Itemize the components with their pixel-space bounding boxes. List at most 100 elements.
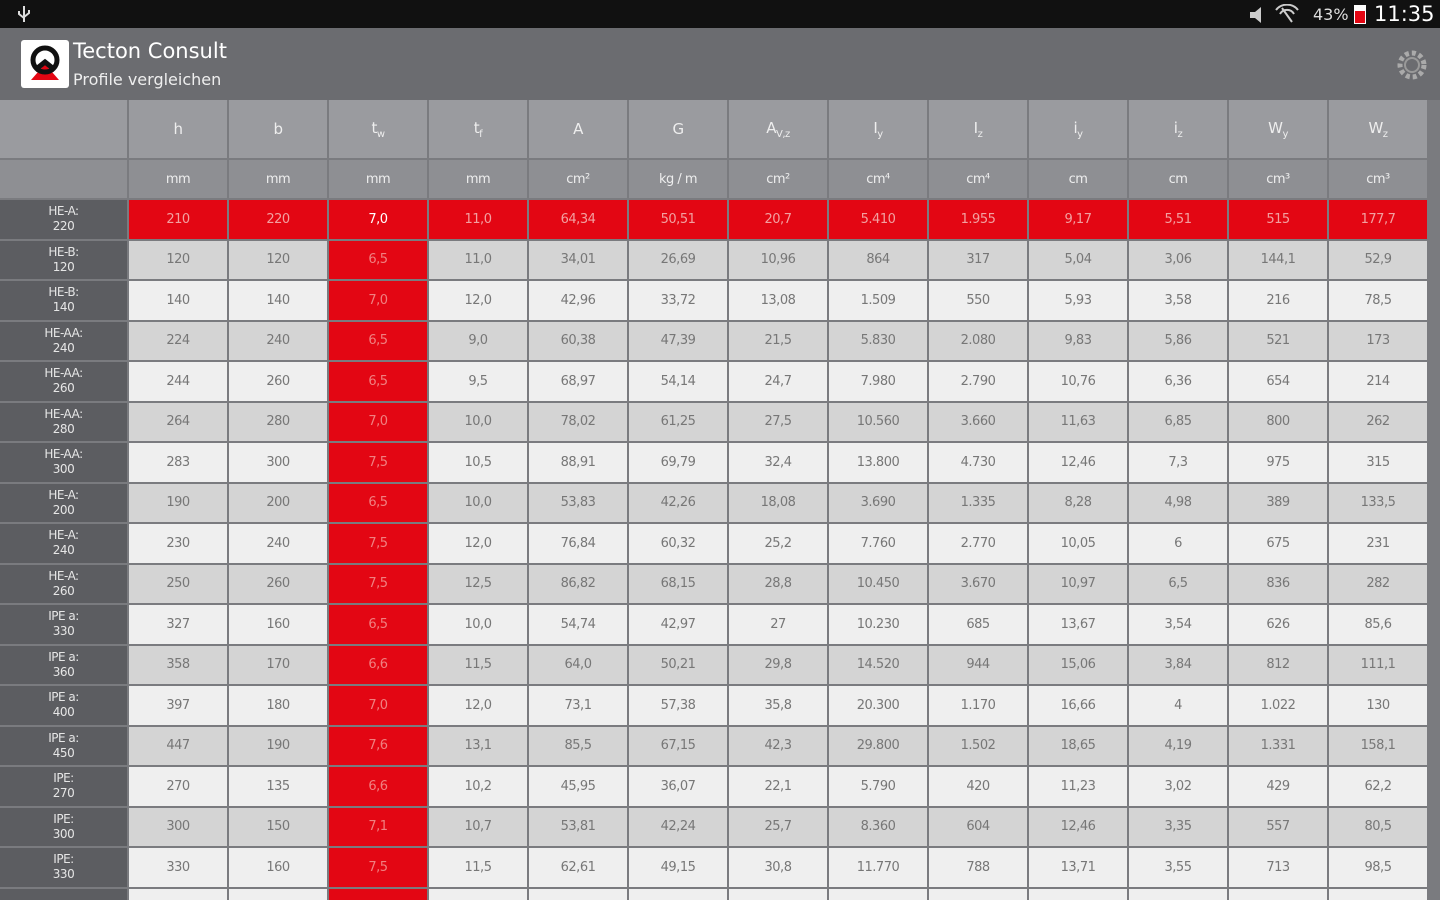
data-cell: 60,32 bbox=[629, 524, 727, 563]
data-cell: 6,5 bbox=[329, 321, 427, 360]
profile-name: IPE a: bbox=[48, 690, 79, 705]
data-cell: 36,07 bbox=[629, 767, 727, 806]
profile-name: IPE: bbox=[53, 811, 74, 826]
profile-name: IPE a: bbox=[48, 649, 79, 664]
data-cell: 220 bbox=[229, 200, 327, 239]
cell-value: 5.410 bbox=[860, 211, 896, 227]
data-cell: 429 bbox=[1229, 767, 1327, 806]
cell-value: 6,5 bbox=[368, 333, 388, 349]
cell-value: 62,2 bbox=[1364, 778, 1392, 794]
cell-value: 3,84 bbox=[1164, 657, 1192, 673]
data-cell: 53,81 bbox=[529, 807, 627, 846]
cell-value: 864 bbox=[866, 252, 890, 268]
cell-value: 13,1 bbox=[464, 738, 492, 754]
cell-value: 10,76 bbox=[1060, 373, 1096, 389]
data-cell: 282 bbox=[1329, 564, 1427, 603]
settings-button[interactable] bbox=[1394, 47, 1430, 83]
data-cell: 5,93 bbox=[1029, 281, 1127, 320]
cell-value: 6,5 bbox=[368, 616, 388, 632]
data-cell: 5,51 bbox=[1129, 200, 1227, 239]
profile-name: HE-B: bbox=[48, 285, 79, 300]
cell-value: 120 bbox=[166, 252, 190, 268]
cell-value: 1.335 bbox=[960, 495, 996, 511]
data-cell: 3.660 bbox=[929, 402, 1027, 441]
cell-value: 11,63 bbox=[1060, 414, 1096, 430]
column-header: tw bbox=[329, 100, 427, 158]
cell-value: 283 bbox=[166, 454, 190, 470]
cell-value: 67,15 bbox=[660, 738, 696, 754]
data-cell: 22,1 bbox=[729, 767, 827, 806]
profile-size: 300 bbox=[52, 462, 75, 477]
cell-value: 11.770 bbox=[856, 859, 900, 875]
profile-name: HE-AA: bbox=[44, 447, 83, 462]
data-cell: 26,69 bbox=[629, 240, 727, 279]
profile-size: 300 bbox=[52, 826, 75, 841]
data-cell: 160 bbox=[229, 848, 327, 887]
data-cell: 389 bbox=[1229, 483, 1327, 522]
data-cell: 170 bbox=[229, 645, 327, 684]
data-cell: 11,0 bbox=[429, 240, 527, 279]
unit-cell: cm³ bbox=[1329, 160, 1427, 198]
cell-value: 22,1 bbox=[764, 778, 792, 794]
cell-value: 210 bbox=[166, 211, 190, 227]
profile-name: HE-AA: bbox=[44, 366, 83, 381]
data-cell: 4 bbox=[1129, 686, 1227, 725]
data-cell bbox=[1229, 888, 1327, 900]
data-cell: 210 bbox=[129, 200, 227, 239]
data-cell: 12,46 bbox=[1029, 807, 1127, 846]
data-cell: 9,83 bbox=[1029, 321, 1127, 360]
cell-value: 11,5 bbox=[464, 859, 492, 875]
data-cell: 33,72 bbox=[629, 281, 727, 320]
row-label: HE-A: 240 bbox=[0, 524, 127, 563]
profile-size: 280 bbox=[52, 421, 75, 436]
data-cell: 68,97 bbox=[529, 362, 627, 401]
cell-value: 7,0 bbox=[368, 292, 388, 308]
column-header: tf bbox=[429, 100, 527, 158]
cell-value: 9,83 bbox=[1064, 333, 1092, 349]
data-cell: 6,6 bbox=[329, 645, 427, 684]
data-cell: 160 bbox=[229, 605, 327, 644]
data-cell: 11,63 bbox=[1029, 402, 1127, 441]
row-label: HE-A: 260 bbox=[0, 564, 127, 603]
cell-value: 5,51 bbox=[1164, 211, 1192, 227]
data-cell: 7.760 bbox=[829, 524, 927, 563]
data-cell: 24,7 bbox=[729, 362, 827, 401]
data-cell: 25,2 bbox=[729, 524, 827, 563]
data-cell: 173 bbox=[1329, 321, 1427, 360]
cell-value: 6,6 bbox=[368, 657, 388, 673]
data-cell: 1.331 bbox=[1229, 726, 1327, 765]
column-header: Wz bbox=[1329, 100, 1427, 158]
cell-value: 7,0 bbox=[368, 414, 388, 430]
cell-value: 262 bbox=[1366, 414, 1390, 430]
column-header: G bbox=[629, 100, 727, 158]
data-cell: 11.770 bbox=[829, 848, 927, 887]
data-cell: 447 bbox=[129, 726, 227, 765]
data-cell: 327 bbox=[129, 605, 227, 644]
cell-value: 27 bbox=[770, 616, 786, 632]
cell-value: 6,5 bbox=[368, 252, 388, 268]
data-cell: 42,26 bbox=[629, 483, 727, 522]
data-cell: 13,08 bbox=[729, 281, 827, 320]
cell-value: 10,0 bbox=[464, 414, 492, 430]
data-cell: 78,5 bbox=[1329, 281, 1427, 320]
header-subscript: z bbox=[1382, 128, 1388, 140]
cell-value: 42,26 bbox=[660, 495, 696, 511]
profile-size: 360 bbox=[52, 664, 75, 679]
data-cell: 260 bbox=[229, 564, 327, 603]
data-cell: 216 bbox=[1229, 281, 1327, 320]
row-label: IPE: 270 bbox=[0, 767, 127, 806]
data-cell: 10,97 bbox=[1029, 564, 1127, 603]
header-symbol: G bbox=[672, 120, 684, 138]
cell-value: 250 bbox=[166, 576, 190, 592]
app-title: Tecton Consult bbox=[73, 39, 227, 63]
cell-value: 7,3 bbox=[1168, 454, 1188, 470]
header-symbol: i bbox=[1073, 118, 1078, 137]
header-symbol-group: A bbox=[573, 120, 583, 138]
data-cell: 144,1 bbox=[1229, 240, 1327, 279]
header-subscript: w bbox=[376, 128, 385, 140]
cell-value: 5,04 bbox=[1064, 252, 1092, 268]
data-cell: 6,5 bbox=[1129, 564, 1227, 603]
data-cell: 9,5 bbox=[429, 362, 527, 401]
